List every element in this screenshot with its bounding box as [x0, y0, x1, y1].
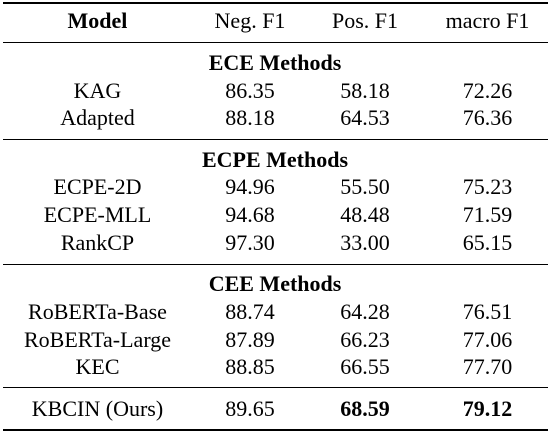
macro-f1-value: 77.70 — [462, 354, 513, 379]
pos-f1-value: 55.50 — [340, 174, 390, 199]
table-row-ours: KBCIN (Ours) 89.65 68.59 79.12 — [0, 395, 550, 423]
neg-f1-value: 88.74 — [225, 299, 275, 324]
pos-f1-value: 48.48 — [340, 202, 390, 227]
macro-f1-value: 71.59 — [462, 202, 513, 227]
top-rule — [3, 2, 548, 4]
table-row: ECPE-MLL 94.68 48.48 71.59 — [0, 201, 550, 229]
header-pos-f1: Pos. F1 — [331, 8, 399, 33]
macro-f1-value-best: 79.12 — [462, 396, 513, 421]
section-rule — [3, 264, 548, 265]
model-name: KAG — [73, 78, 122, 103]
table-row: ECPE-2D 94.96 55.50 75.23 — [0, 173, 550, 201]
neg-f1-value: 94.96 — [225, 174, 275, 199]
neg-f1-value: 88.85 — [225, 354, 275, 379]
final-section-rule — [3, 387, 548, 388]
model-name: RoBERTa-Base — [28, 299, 167, 324]
neg-f1-value: 86.35 — [225, 78, 275, 103]
table-row: RankCP 97.30 33.00 65.15 — [0, 229, 550, 257]
section-title-ecpe: ECPE Methods — [201, 147, 349, 172]
macro-f1-value: 65.15 — [462, 230, 513, 255]
model-name: ECPE-2D — [53, 174, 142, 199]
pos-f1-value: 66.23 — [340, 327, 390, 352]
model-name: RoBERTa-Large — [23, 327, 172, 352]
table-row: Adapted 88.18 64.53 76.36 — [0, 104, 550, 132]
pos-f1-value-best: 68.59 — [340, 396, 390, 421]
header-row: Model Neg. F1 Pos. F1 macro F1 — [0, 7, 550, 35]
macro-f1-value: 72.26 — [462, 78, 513, 103]
table-row: RoBERTa-Base 88.74 64.28 76.51 — [0, 298, 550, 326]
model-name: ECPE-MLL — [43, 202, 152, 227]
macro-f1-value: 77.06 — [462, 327, 513, 352]
header-model: Model — [67, 8, 128, 33]
macro-f1-value: 76.51 — [462, 299, 513, 324]
section-title-ece: ECE Methods — [208, 50, 342, 75]
model-name: KEC — [75, 354, 120, 379]
neg-f1-value: 87.89 — [225, 327, 275, 352]
pos-f1-value: 66.55 — [340, 354, 390, 379]
neg-f1-value: 89.65 — [225, 396, 275, 421]
table-row: RoBERTa-Large 87.89 66.23 77.06 — [0, 326, 550, 354]
header-rule — [3, 42, 548, 43]
neg-f1-value: 94.68 — [225, 202, 275, 227]
header-macro-f1: macro F1 — [445, 8, 530, 33]
header-neg-f1: Neg. F1 — [214, 8, 286, 33]
model-name: RankCP — [60, 230, 135, 255]
pos-f1-value: 64.28 — [340, 299, 390, 324]
model-name: KBCIN (Ours) — [31, 396, 164, 421]
pos-f1-value: 33.00 — [340, 230, 390, 255]
macro-f1-value: 75.23 — [462, 174, 513, 199]
table-row: KAG 86.35 58.18 72.26 — [0, 77, 550, 105]
section-title-cee: CEE Methods — [208, 271, 342, 296]
neg-f1-value: 97.30 — [225, 230, 275, 255]
pos-f1-value: 64.53 — [340, 105, 390, 130]
bottom-rule — [3, 429, 548, 431]
pos-f1-value: 58.18 — [340, 78, 390, 103]
section-rule — [3, 139, 548, 140]
model-name: Adapted — [60, 105, 135, 130]
macro-f1-value: 76.36 — [462, 105, 513, 130]
neg-f1-value: 88.18 — [225, 105, 275, 130]
table-row: KEC 88.85 66.55 77.70 — [0, 353, 550, 381]
